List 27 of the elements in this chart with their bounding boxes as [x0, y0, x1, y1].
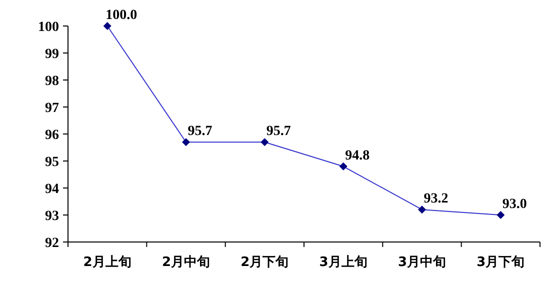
y-tick-label: 95 — [45, 155, 59, 170]
data-label: 94.8 — [345, 148, 370, 164]
data-label: 93.2 — [424, 192, 448, 207]
point — [260, 138, 269, 146]
y-tick-label: 93 — [45, 209, 59, 224]
x-tick-label: 3月上旬 — [319, 255, 368, 270]
y-tick-label: 99 — [45, 47, 59, 62]
y-tick-label: 96 — [45, 128, 59, 143]
point — [182, 138, 190, 146]
x-tick-label: 2月中旬 — [162, 255, 210, 270]
x-tick-label: 2月上旬 — [83, 255, 132, 270]
x-tick-label: 3月下旬 — [476, 255, 525, 270]
point — [103, 22, 112, 30]
y-tick-label: 100 — [38, 20, 59, 35]
data-label: 95.7 — [266, 124, 291, 140]
y-tick-label: 92 — [45, 236, 59, 251]
y-tick-label: 97 — [45, 101, 59, 116]
data-label: 100.0 — [106, 8, 138, 23]
x-tick-label: 3月中旬 — [398, 255, 446, 270]
data-label: 93.0 — [502, 197, 527, 212]
point — [339, 162, 348, 170]
point — [418, 206, 426, 214]
data-label: 95.7 — [188, 124, 212, 140]
y-tick-label: 94 — [45, 182, 59, 197]
y-tick-label: 98 — [45, 74, 59, 89]
x-tick-label: 2月下旬 — [240, 255, 289, 270]
point — [496, 211, 505, 219]
